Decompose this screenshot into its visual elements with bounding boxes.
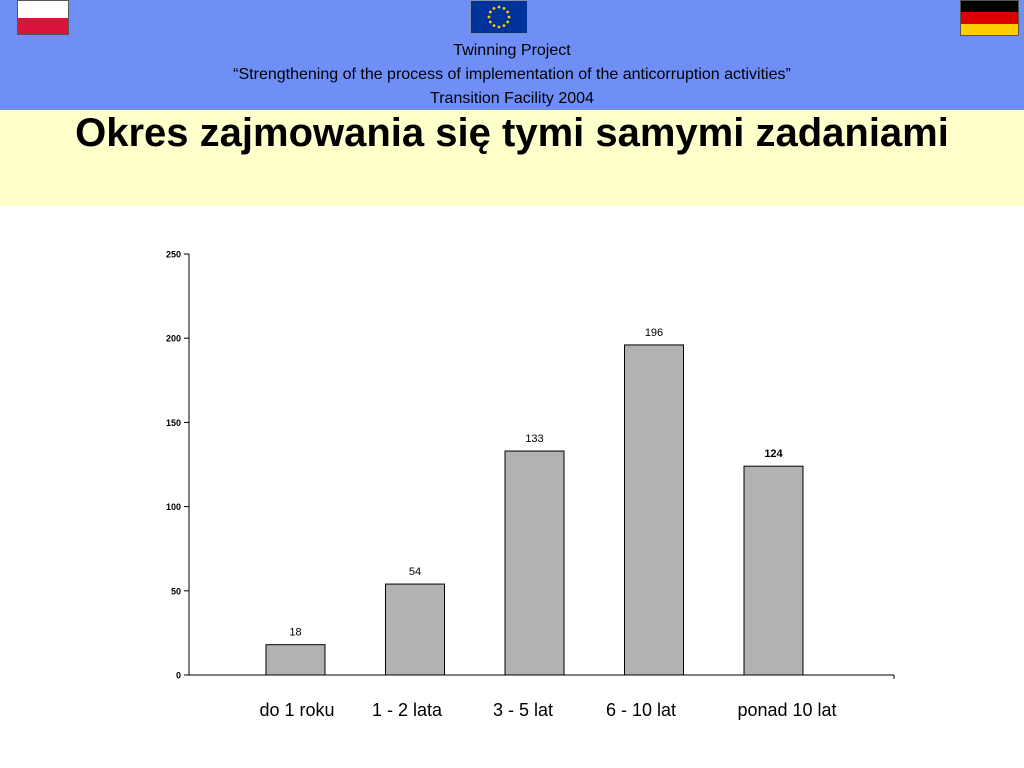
data-label: 54 xyxy=(409,566,421,578)
y-tick-label: 250 xyxy=(166,250,181,260)
eu-star-icon xyxy=(502,24,506,28)
x-category-label: 6 - 10 lat xyxy=(606,700,676,720)
x-category-label: 3 - 5 lat xyxy=(493,700,553,720)
project-info: Twinning Project “Strengthening of the p… xyxy=(0,39,1024,111)
eu-star-icon xyxy=(492,6,496,10)
bar xyxy=(265,644,326,676)
eu-star-icon xyxy=(492,24,496,28)
x-category-label: do 1 roku xyxy=(259,700,334,720)
y-tick-label: 0 xyxy=(176,671,181,681)
project-subtitle: “Strengthening of the process of impleme… xyxy=(233,66,791,83)
y-tick-label: 50 xyxy=(171,586,181,596)
eu-star-icon xyxy=(506,10,510,14)
eu-star-icon xyxy=(488,20,492,24)
bar xyxy=(504,450,565,676)
eu-flag-icon xyxy=(470,0,528,34)
eu-star-icon xyxy=(488,10,492,14)
eu-star-icon xyxy=(487,15,491,19)
germany-flag-icon xyxy=(960,0,1019,36)
data-label: 133 xyxy=(525,433,543,445)
data-label: 18 xyxy=(289,627,301,639)
page-title: Okres zajmowania się tymi samymi zadania… xyxy=(75,111,949,155)
x-category-label: 1 - 2 lata xyxy=(372,700,443,720)
title-band xyxy=(0,110,1024,206)
bar xyxy=(385,583,445,676)
project-name: Twinning Project xyxy=(453,42,571,59)
eu-star-icon xyxy=(507,15,511,19)
eu-star-icon xyxy=(497,5,501,9)
y-tick-label: 100 xyxy=(166,502,181,512)
y-tick-label: 200 xyxy=(166,334,181,344)
eu-star-icon xyxy=(502,6,506,10)
poland-flag-icon xyxy=(17,0,69,35)
project-facility: Transition Facility 2004 xyxy=(430,90,594,107)
eu-star-icon xyxy=(497,25,501,29)
bar xyxy=(624,344,684,676)
bar xyxy=(743,465,804,676)
data-label: 196 xyxy=(645,327,663,339)
x-category-label: ponad 10 lat xyxy=(737,700,836,720)
y-tick-label: 150 xyxy=(166,418,181,428)
eu-star-icon xyxy=(506,20,510,24)
data-label: 124 xyxy=(764,448,783,460)
